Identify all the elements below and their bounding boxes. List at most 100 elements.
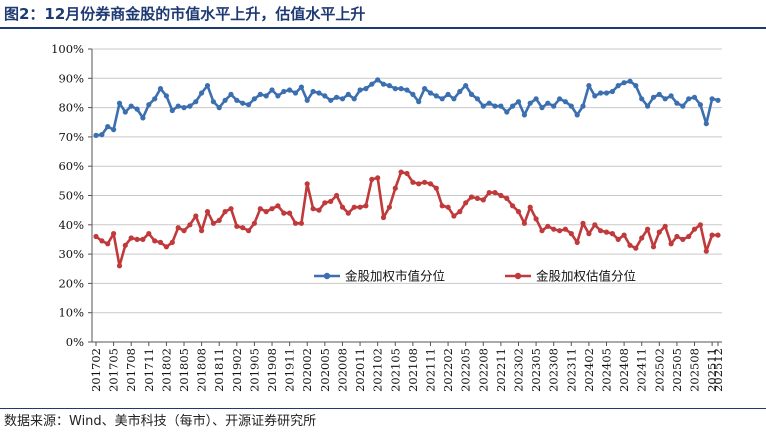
x-tick-label: 202211 [494, 348, 508, 392]
data-point-series-2 [609, 231, 616, 237]
data-point-series-1 [116, 100, 123, 106]
data-point-series-2 [228, 206, 234, 212]
data-point-series-2 [463, 200, 469, 206]
data-point-series-1 [715, 97, 721, 103]
data-point-series-2 [656, 229, 662, 235]
data-point-series-1 [380, 81, 387, 87]
data-point-series-1 [609, 88, 616, 95]
data-point-series-2 [292, 220, 299, 226]
data-point-series-2 [586, 231, 592, 237]
data-point-series-1 [422, 86, 428, 92]
data-point-series-1 [527, 100, 533, 106]
data-point-series-1 [668, 93, 674, 99]
x-tick-label: 202511 [705, 348, 719, 392]
data-point-series-1 [463, 83, 469, 89]
data-point-series-2 [691, 226, 698, 232]
data-point-series-1 [551, 103, 557, 109]
data-point-series-2 [492, 190, 498, 196]
data-point-series-1 [586, 83, 592, 89]
data-point-series-2 [674, 233, 680, 240]
chart-title: 图2：12月份券商金股的市值水平上升，估值水平上升 [4, 5, 366, 23]
data-point-series-1 [316, 90, 322, 96]
data-point-series-1 [598, 90, 604, 96]
data-point-series-2 [574, 239, 580, 245]
data-point-series-2 [474, 195, 480, 201]
data-point-series-1 [615, 83, 621, 89]
data-point-series-1 [375, 77, 381, 83]
data-point-series-2 [580, 220, 586, 226]
data-point-series-1 [152, 96, 158, 102]
data-point-series-2 [416, 181, 422, 187]
data-point-series-1 [427, 90, 434, 96]
x-tick-label: 202002 [300, 348, 314, 392]
data-point-series-1 [539, 105, 545, 111]
x-tick-label: 201805 [177, 348, 191, 392]
data-point-series-1 [345, 91, 351, 97]
data-point-series-1 [480, 103, 486, 109]
data-point-series-2 [515, 209, 522, 215]
data-point-series-2 [93, 233, 99, 240]
data-point-series-2 [310, 206, 316, 212]
data-point-series-1 [709, 96, 715, 102]
data-point-series-2 [410, 179, 416, 185]
data-point-series-2 [140, 236, 146, 242]
data-point-series-1 [515, 99, 522, 105]
legend: 金股加权市值分位 金股加权估值分位 [314, 269, 636, 284]
x-tick-label: 201911 [283, 348, 297, 392]
data-point-series-1 [574, 112, 580, 118]
data-point-series-1 [134, 106, 140, 112]
x-tick-label: 201702 [89, 348, 103, 392]
x-tick-label: 202402 [582, 348, 596, 392]
y-tick-label: 80% [58, 101, 84, 115]
data-point-series-1 [691, 94, 698, 100]
data-point-series-2 [269, 206, 275, 212]
data-point-series-2 [199, 228, 205, 234]
data-point-series-2 [533, 216, 539, 222]
series-group [93, 77, 721, 269]
data-point-series-1 [163, 93, 169, 99]
data-point-series-2 [686, 233, 692, 240]
data-point-series-2 [210, 220, 216, 226]
x-tick-label: 202411 [635, 348, 649, 392]
data-point-series-2 [439, 203, 445, 209]
data-point-series-2 [275, 203, 281, 209]
data-point-series-1 [445, 91, 451, 97]
data-point-series-1 [263, 93, 269, 99]
data-point-series-2 [380, 214, 387, 221]
data-point-series-2 [603, 229, 610, 235]
data-point-series-1 [234, 97, 240, 103]
x-tick-label: 202005 [318, 348, 332, 392]
legend-marker-2 [514, 272, 522, 280]
data-point-series-2 [105, 241, 111, 247]
data-point-series-2 [639, 235, 645, 241]
data-point-series-2 [122, 242, 128, 248]
data-point-series-1 [433, 93, 439, 99]
data-point-series-2 [521, 220, 528, 226]
data-point-series-2 [527, 204, 533, 210]
data-point-series-2 [222, 209, 228, 215]
data-point-series-2 [116, 263, 123, 269]
data-point-series-2 [128, 235, 134, 241]
data-point-series-2 [404, 170, 410, 177]
data-point-series-2 [187, 222, 193, 228]
data-point-series-2 [621, 232, 627, 238]
data-point-series-1 [568, 103, 574, 109]
data-point-series-2 [680, 236, 686, 242]
x-tick-label: 202502 [652, 348, 666, 392]
data-point-series-2 [457, 209, 463, 215]
data-point-series-1 [339, 96, 346, 102]
data-point-series-2 [445, 204, 451, 210]
x-tick-label: 202405 [600, 348, 614, 392]
data-point-series-1 [304, 97, 310, 103]
data-point-series-2 [645, 226, 651, 232]
data-point-series-2 [281, 210, 287, 216]
data-point-series-1 [334, 94, 340, 100]
x-tick-label: 202011 [353, 348, 367, 392]
data-point-series-1 [650, 94, 657, 100]
data-point-series-1 [504, 109, 510, 115]
data-point-series-2 [134, 236, 140, 242]
data-point-series-1 [392, 86, 398, 92]
data-point-series-2 [598, 228, 604, 234]
data-point-series-2 [193, 213, 199, 219]
x-tick-label: 202512 [711, 348, 725, 392]
